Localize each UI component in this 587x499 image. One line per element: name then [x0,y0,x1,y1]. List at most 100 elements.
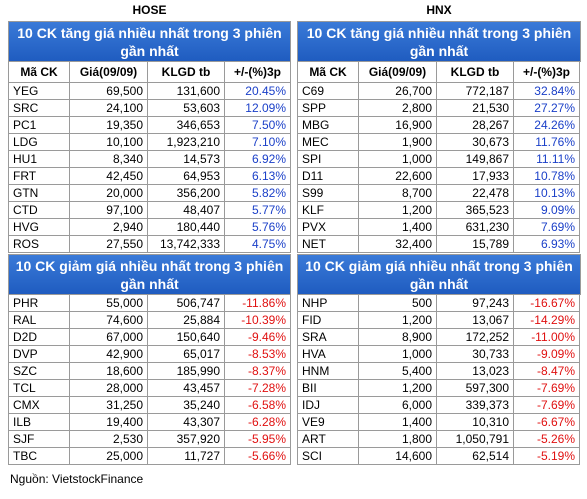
cell-value: 14,573 [148,151,225,168]
cell-value: -11.86% [225,295,291,312]
title-line: 10 CK tăng giá nhiều nhất trong 3 phiên [306,25,572,41]
cell-value: 1,000 [359,346,437,363]
market-title: HOSE [132,3,167,17]
stock-code: TCL [8,380,70,397]
cell-value: 7.10% [225,134,291,151]
column-header: +/-(%)3p [225,62,291,83]
cell-value: 365,523 [437,202,514,219]
cell-value: 16,900 [359,117,437,134]
stock-code: TBC [8,448,70,465]
stock-code: C69 [297,83,359,100]
cell-value: 32,400 [359,236,437,253]
cell-value: 500 [359,295,437,312]
cell-value: -9.09% [514,346,580,363]
cell-value: 25,000 [70,448,148,465]
cell-value: -7.28% [225,380,291,397]
title-line: 10 CK giảm giá nhiều nhất trong 3 phiên [305,258,573,274]
cell-value: 12.09% [225,100,291,117]
cell-value: -8.47% [514,363,580,380]
column-header: Mã CK [8,62,70,83]
cell-value: 1,000 [359,151,437,168]
cell-value: 7.69% [514,219,580,236]
cell-value: 13,023 [437,363,514,380]
title-line: 10 CK tăng giá nhiều nhất trong 3 phiên [17,25,282,41]
cell-value: 5.82% [225,185,291,202]
stock-code: HVA [297,346,359,363]
cell-value: 67,000 [70,329,148,346]
stock-code: LDG [8,134,70,151]
title-line: gần nhất [120,276,179,292]
stock-code: SPP [297,100,359,117]
stock-code: SCI [297,448,359,465]
cell-value: -5.66% [225,448,291,465]
cell-value: 8,900 [359,329,437,346]
cell-value: -16.67% [514,295,580,312]
column-header: KLGD tb [148,62,225,83]
stock-code: DVP [8,346,70,363]
stock-code: SRA [297,329,359,346]
cell-value: 7.50% [225,117,291,134]
cell-value: 14,600 [359,448,437,465]
cell-value: 6.92% [225,151,291,168]
cell-value: 4.75% [225,236,291,253]
title-line: 10 CK giảm giá nhiều nhất trong 3 phiên [15,258,284,274]
cell-value: 28,267 [437,117,514,134]
stock-code: IDJ [297,397,359,414]
cell-value: -14.29% [514,312,580,329]
cell-value: 35,240 [148,397,225,414]
stock-code: VE9 [297,414,359,431]
cell-value: 1,200 [359,202,437,219]
cell-value: 10,310 [437,414,514,431]
cell-value: 1,200 [359,380,437,397]
stock-code: KLF [297,202,359,219]
column-header: +/-(%)3p [514,62,580,83]
column-header: Mã CK [297,62,359,83]
cell-value: 357,920 [148,431,225,448]
cell-value: 43,457 [148,380,225,397]
stock-code: ART [297,431,359,448]
cell-value: 97,100 [70,202,148,219]
cell-value: 13,742,333 [148,236,225,253]
stock-code: CMX [8,397,70,414]
stock-code: MBG [297,117,359,134]
cell-value: 20.45% [225,83,291,100]
stock-code: SPI [297,151,359,168]
stock-code: FID [297,312,359,329]
cell-value: 20,000 [70,185,148,202]
cell-value: -6.58% [225,397,291,414]
cell-value: 21,530 [437,100,514,117]
cell-value: 27.27% [514,100,580,117]
cell-value: 149,867 [437,151,514,168]
cell-value: 185,990 [148,363,225,380]
stock-code: HVG [8,219,70,236]
stock-code: SJF [8,431,70,448]
cell-value: 15,789 [437,236,514,253]
cell-value: 6.13% [225,168,291,185]
cell-value: 2,800 [359,100,437,117]
cell-value: 631,230 [437,219,514,236]
column-header: Giá(09/09) [359,62,437,83]
cell-value: 27,550 [70,236,148,253]
cell-value: 64,953 [148,168,225,185]
cell-value: 131,600 [148,83,225,100]
cell-value: 2,940 [70,219,148,236]
cell-value: 30,673 [437,134,514,151]
cell-value: 11,727 [148,448,225,465]
cell-value: 17,933 [437,168,514,185]
cell-value: 22,600 [359,168,437,185]
cell-value: -5.95% [225,431,291,448]
cell-value: 9.09% [514,202,580,219]
cell-value: -10.39% [225,312,291,329]
cell-value: 19,350 [70,117,148,134]
cell-value: 28,000 [70,380,148,397]
cell-value: -5.19% [514,448,580,465]
stock-code: PVX [297,219,359,236]
cell-value: 24.26% [514,117,580,134]
stock-code: D11 [297,168,359,185]
stock-code: ILB [8,414,70,431]
stock-code: PC1 [8,117,70,134]
cell-value: 42,900 [70,346,148,363]
cell-value: 31,250 [70,397,148,414]
cell-value: 1,050,791 [437,431,514,448]
